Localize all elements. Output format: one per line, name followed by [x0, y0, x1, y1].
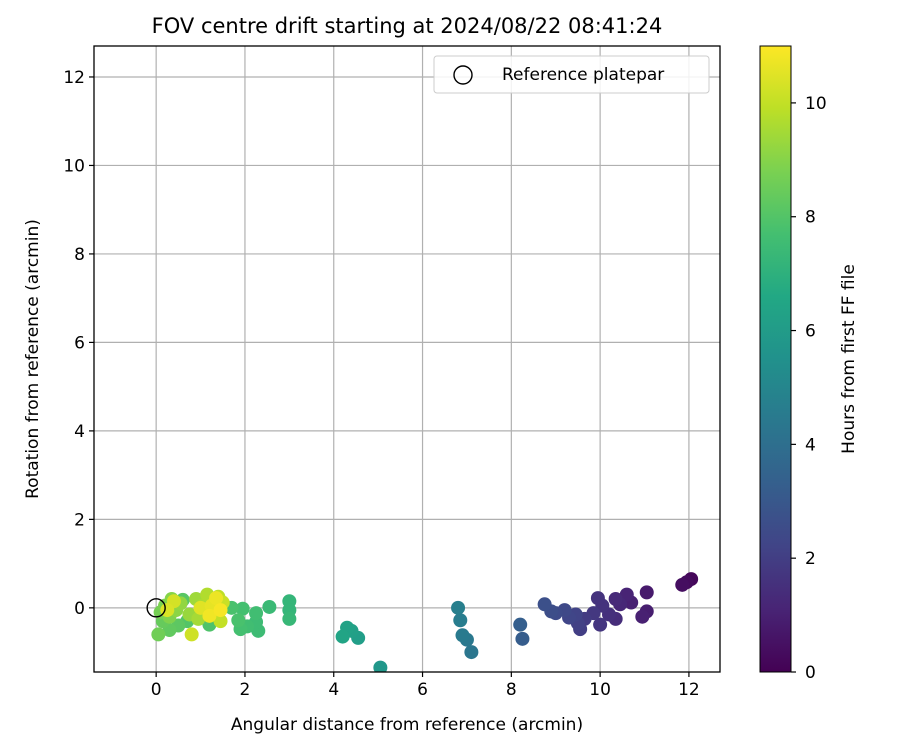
data-point: [209, 591, 224, 606]
colorbar-tick-label: 0: [805, 663, 816, 683]
data-point: [191, 611, 206, 626]
data-point: [184, 627, 199, 642]
legend-entry-reference: Reference platepar: [502, 65, 664, 85]
x-tick-label: 0: [151, 680, 162, 700]
data-point: [537, 597, 552, 612]
colorbar-tick-label: 4: [805, 435, 816, 455]
chart-title: FOV centre drift starting at 2024/08/22 …: [152, 14, 663, 38]
data-point: [262, 599, 277, 614]
grid-lines: [94, 46, 720, 672]
legend: Reference platepar: [433, 55, 710, 94]
x-tick-label: 4: [328, 680, 339, 700]
reference-marker-group: [146, 598, 166, 618]
data-point: [249, 606, 264, 621]
data-point: [451, 600, 466, 615]
data-point: [335, 629, 350, 644]
y-tick-label: 12: [63, 68, 85, 88]
data-points: [151, 572, 699, 672]
reference-marker: [146, 598, 166, 618]
x-tick-label: 8: [506, 680, 517, 700]
data-point: [593, 617, 608, 632]
legend-reference-marker: [453, 65, 473, 85]
data-point: [213, 603, 228, 618]
x-axis-ticks: 0 2 4 6 8 10 12: [151, 672, 700, 700]
colorbar-tick-label: 10: [805, 94, 827, 114]
y-axis-ticks: 0 2 4 6 8 10 12: [63, 68, 94, 619]
data-point: [373, 660, 388, 672]
data-point: [455, 628, 470, 643]
colorbar-label: Hours from first FF file: [839, 264, 859, 454]
colorbar-tick-label: 6: [805, 322, 816, 342]
y-tick-label: 8: [74, 245, 85, 265]
x-tick-label: 12: [678, 680, 700, 700]
y-tick-label: 10: [63, 156, 85, 176]
y-axis-label: Rotation from reference (arcmin): [23, 219, 43, 499]
data-point: [635, 609, 650, 624]
y-tick-label: 4: [74, 422, 85, 442]
y-tick-label: 0: [74, 599, 85, 619]
data-point: [202, 608, 217, 623]
x-tick-label: 2: [240, 680, 251, 700]
data-point: [213, 614, 228, 629]
colorbar: [759, 45, 792, 673]
y-tick-label: 2: [74, 510, 85, 530]
colorbar-tick-label: 2: [805, 549, 816, 569]
x-axis-label: Angular distance from reference (arcmin): [231, 715, 583, 735]
data-point: [453, 613, 468, 628]
x-tick-label: 10: [589, 680, 611, 700]
colorbar-tick-label: 8: [805, 208, 816, 228]
data-point: [639, 585, 654, 600]
data-point: [608, 592, 623, 607]
colorbar-ticks: 0 2 4 6 8 10: [791, 94, 827, 683]
plot-frame: [93, 45, 721, 673]
data-point: [515, 631, 530, 646]
data-point: [590, 591, 605, 606]
data-point: [675, 577, 690, 592]
data-point: [235, 601, 250, 616]
x-tick-label: 6: [417, 680, 428, 700]
y-tick-label: 6: [74, 333, 85, 353]
data-point: [513, 617, 528, 632]
legend-box: [433, 55, 710, 94]
data-point: [151, 627, 166, 642]
data-point: [282, 611, 297, 626]
data-point: [231, 613, 246, 628]
data-point: [464, 645, 479, 660]
